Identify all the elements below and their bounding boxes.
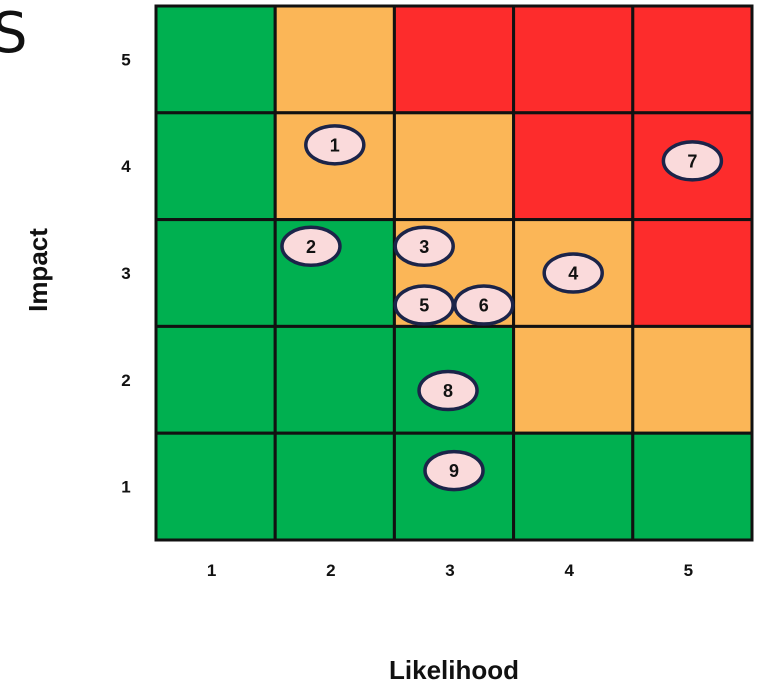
risk-markers: 1 2 3 4 5 6 7 8 9 [280,124,724,492]
risk-marker-6: 6 [453,284,515,326]
cell-l1-i2 [154,324,277,435]
cell-l1-i4 [154,111,277,222]
cell-l4-i3 [512,218,635,328]
cell-l2-i2 [273,324,396,435]
risk-marker-4: 4 [542,252,604,294]
x-axis-ticks: 1 2 3 4 5 [207,561,693,580]
cell-l3-i4 [392,111,516,222]
cell-l1-i1 [154,431,277,542]
risk-marker-8: 8 [417,369,479,412]
y-tick-2: 2 [121,371,130,390]
risk-marker-label: 8 [443,381,453,401]
risk-marker-3: 3 [393,225,455,268]
cell-l5-i3 [631,218,754,328]
x-tick-1: 1 [207,561,216,580]
x-axis-label: Likelihood [389,655,519,685]
risk-marker-circle [393,225,455,268]
y-tick-1: 1 [121,478,130,497]
cell-l4-i4 [512,111,635,222]
y-axis-label: Impact [23,228,53,312]
cell-l5-i2 [631,324,754,435]
cell-l1-i5 [154,4,277,115]
cell-l4-i1 [512,431,635,542]
x-tick-4: 4 [564,561,574,580]
y-tick-3: 3 [121,264,130,283]
risk-marker-circle [423,449,485,492]
risk-marker-label: 3 [419,237,429,257]
cell-l1-i3 [154,218,277,328]
risk-marker-circle [661,140,724,182]
risk-marker-circle [542,252,604,294]
y-tick-5: 5 [121,50,130,69]
cell-l4-i2 [512,324,635,435]
risk-marker-label: 2 [306,237,316,257]
y-axis-ticks: 1 2 3 4 5 [121,50,131,496]
risk-marker-9: 9 [423,449,485,492]
risk-marker-circle [280,225,342,268]
cell-l2-i5 [273,4,396,115]
risk-marker-2: 2 [280,225,342,268]
risk-marker-label: 1 [330,135,340,155]
x-tick-5: 5 [684,561,693,580]
x-tick-3: 3 [445,561,454,580]
cropped-heading-fragment: S [0,1,28,66]
risk-marker-5: 5 [393,284,455,326]
cell-l2-i1 [273,431,396,542]
risk-marker-7: 7 [661,140,724,182]
risk-marker-label: 4 [568,264,578,284]
risk-marker-circle [304,124,366,166]
risk-marker-label: 5 [419,296,429,316]
risk-marker-label: 7 [687,151,697,171]
cell-l5-i1 [631,431,754,542]
cell-l4-i5 [512,4,635,115]
x-tick-2: 2 [326,561,335,580]
y-tick-4: 4 [121,157,131,176]
risk-marker-circle [453,284,515,326]
risk-marker-label: 9 [449,461,459,481]
risk-marker-circle [417,369,479,412]
matrix-cells [154,4,754,542]
risk-marker-label: 6 [479,296,489,316]
cell-l3-i5 [392,4,516,115]
cell-l5-i5 [631,4,754,115]
risk-marker-1: 1 [304,124,366,166]
